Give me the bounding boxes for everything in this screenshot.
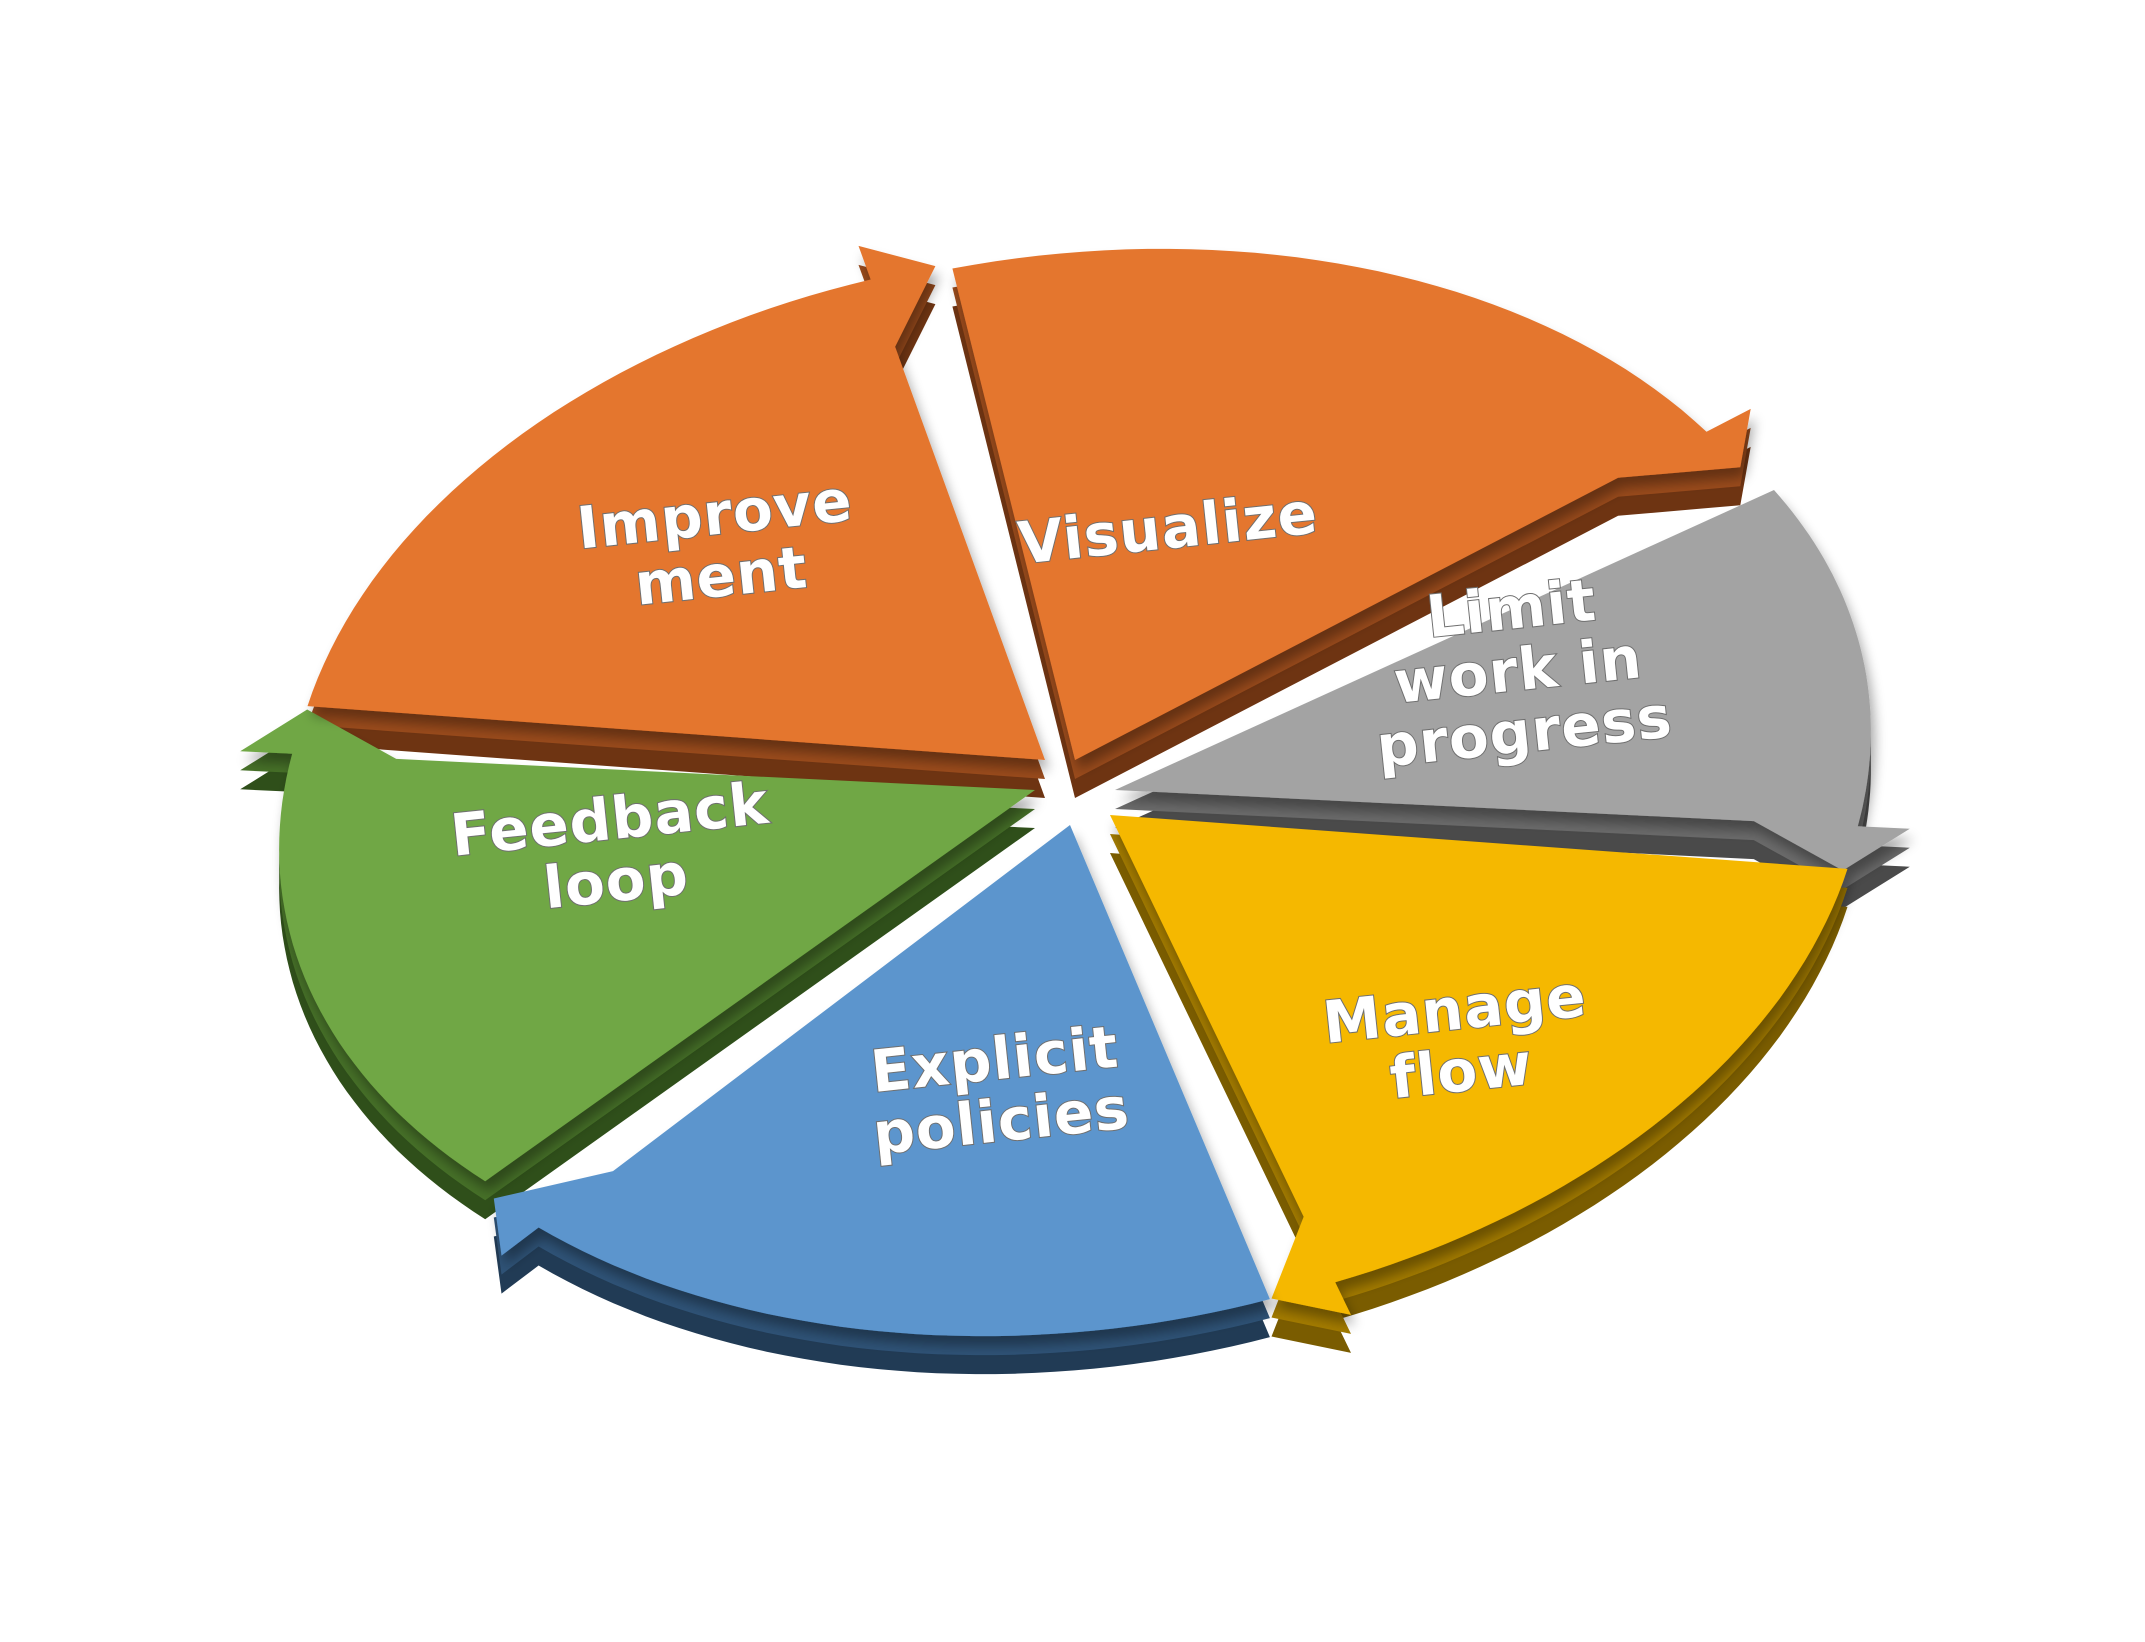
segment-top-improvement [307,245,1045,760]
segment-label-explicit-policies: Explicitpolicies [863,1012,1132,1168]
segment-top-explicit-policies [493,825,1270,1337]
segment-label-line: loop [540,840,691,923]
segment-top-limit-wip [1115,490,1910,871]
segment-top-feedback-loop [240,709,1035,1182]
segment-top-layer [240,245,1910,1337]
segment-top-visualize [952,248,1751,760]
segment-label-line: flow [1387,1030,1536,1113]
segment-top-manage-flow [1110,815,1848,1315]
